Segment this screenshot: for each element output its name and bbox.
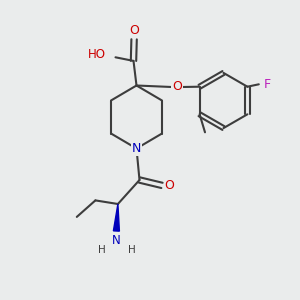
Text: N: N	[112, 234, 121, 247]
Text: F: F	[264, 78, 272, 91]
Text: H: H	[98, 244, 105, 255]
Text: H: H	[128, 244, 135, 255]
Text: HO: HO	[88, 48, 106, 61]
Text: O: O	[129, 24, 139, 38]
Text: O: O	[172, 80, 182, 94]
Text: O: O	[165, 179, 174, 192]
Text: N: N	[132, 142, 141, 155]
Polygon shape	[113, 204, 119, 231]
